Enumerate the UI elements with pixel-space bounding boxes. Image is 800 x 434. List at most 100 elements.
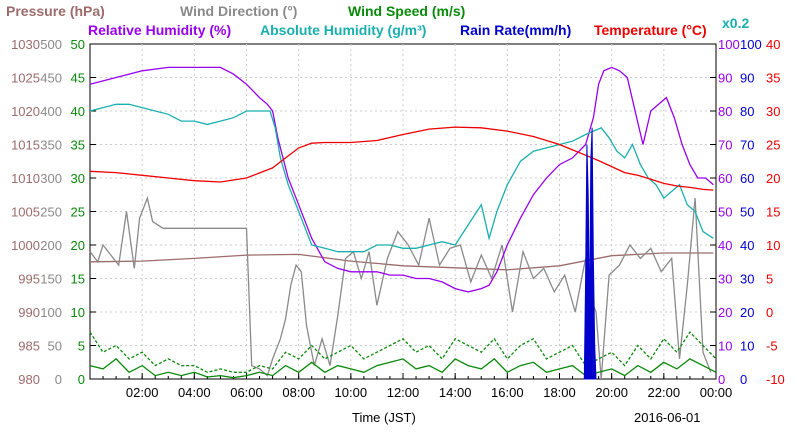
series-absolute-humidity — [89, 103, 714, 253]
title-relative-humidity: Relative Humidity (%) — [88, 22, 231, 38]
y-tick-label-pressure: 1005 — [11, 205, 40, 220]
y-tick-label-wind_direction: 450 — [40, 71, 62, 86]
y-tick-label-wind_direction: 500 — [40, 37, 62, 52]
y-tick-label-wind_speed: 15 — [71, 272, 85, 287]
y-tick-label-humidity: 40 — [718, 238, 732, 253]
x-axis-label: Time (JST) — [352, 410, 416, 425]
y-tick-label-pressure: 1030 — [11, 37, 40, 52]
series-wind-direction — [89, 195, 712, 380]
y-tick-label-wind_direction: 150 — [40, 272, 62, 287]
y-tick-label-temperature: 40 — [766, 37, 780, 52]
y-tick-label-pressure: 1025 — [11, 71, 40, 86]
y-tick-label-pressure: 985 — [18, 339, 40, 354]
series-rain-rate — [583, 127, 597, 380]
y-tick-label-pressure: 980 — [18, 372, 40, 387]
y-tick-label-temperature: 5 — [766, 272, 773, 287]
y-tick-label-pressure: 995 — [18, 272, 40, 287]
date-label: 2016-06-01 — [634, 410, 701, 425]
y-tick-label-temperature: 15 — [766, 205, 780, 220]
y-tick-label-temperature: 20 — [766, 171, 780, 186]
y-tick-label-humidity: 90 — [718, 71, 732, 86]
y-tick-label-wind_direction: 0 — [55, 372, 62, 387]
y-tick-label-wind_direction: 50 — [48, 339, 62, 354]
title-rain-rate: Rain Rate(mm/h) — [460, 22, 571, 38]
y-tick-label-wind_speed: 45 — [71, 71, 85, 86]
y-tick-label-rain: 30 — [740, 272, 754, 287]
y-tick-label-wind_direction: 350 — [40, 138, 62, 153]
x-axis-ticks: 02:00 04:00 06:00 08:00 10:00 12:00 14:00 16:00… — [89, 373, 733, 400]
y-tick-label-rain: 100 — [740, 37, 762, 52]
y-tick-label-wind_speed: 30 — [71, 171, 85, 186]
title-wind-speed: Wind Speed (m/s) — [348, 3, 465, 19]
x-tick-label: 04:00 — [178, 385, 211, 400]
y-tick-label-rain: 60 — [740, 171, 754, 186]
y-tick-label-wind_direction: 250 — [40, 205, 62, 220]
x-tick-label: 08:00 — [282, 385, 315, 400]
y-tick-label-temperature: -10 — [766, 372, 785, 387]
y-tick-label-humidity: 70 — [718, 138, 732, 153]
x-tick-label: 22:00 — [648, 385, 681, 400]
y-tick-label-wind_speed: 0 — [78, 372, 85, 387]
chart-title-row-1: Pressure (hPa) Wind Direction (°) Wind S… — [6, 3, 465, 19]
y-tick-label-wind_speed: 10 — [71, 305, 85, 320]
y-tick-label-rain: 90 — [740, 71, 754, 86]
y-tick-label-temperature: 35 — [766, 71, 780, 86]
y-tick-label-pressure: 990 — [18, 305, 40, 320]
title-pressure: Pressure (hPa) — [6, 3, 105, 19]
y-tick-label-pressure: 1000 — [11, 238, 40, 253]
x-tick-label: 14:00 — [439, 385, 472, 400]
series-wind-gust — [89, 331, 717, 373]
y-tick-label-rain: 50 — [740, 205, 754, 220]
chart-title-row-2: Relative Humidity (%) Absolute Humidity … — [88, 15, 749, 38]
y-tick-label-wind_speed: 40 — [71, 104, 85, 119]
x-tick-label: 02:00 — [126, 385, 159, 400]
y-tick-label-wind_direction: 200 — [40, 238, 62, 253]
y-tick-label-wind_speed: 50 — [71, 37, 85, 52]
title-temperature: Temperature (°C) — [594, 22, 707, 38]
y-tick-label-wind_direction: 400 — [40, 104, 62, 119]
series-layer — [89, 66, 717, 380]
series-relative-humidity — [89, 66, 714, 293]
series-wind-speed — [89, 358, 717, 379]
x-tick-label: 00:00 — [700, 385, 733, 400]
x-tick-label: 10:00 — [335, 385, 368, 400]
y-tick-label-temperature: 10 — [766, 238, 780, 253]
y-tick-label-temperature: -5 — [766, 339, 778, 354]
y-tick-label-humidity: 10 — [718, 339, 732, 354]
y-tick-label-wind_direction: 300 — [40, 171, 62, 186]
x-tick-label: 20:00 — [595, 385, 628, 400]
y-tick-label-humidity: 50 — [718, 205, 732, 220]
y-tick-label-pressure: 1010 — [11, 171, 40, 186]
y-tick-label-humidity: 20 — [718, 305, 732, 320]
series-temperature — [89, 126, 714, 191]
y-tick-label-humidity: 30 — [718, 272, 732, 287]
right-axes: 0102030405060708090100010203040506070809… — [710, 37, 785, 387]
y-tick-label-wind_speed: 25 — [71, 205, 85, 220]
y-tick-label-wind_direction: 100 — [40, 305, 62, 320]
y-tick-label-humidity: 100 — [718, 37, 740, 52]
y-tick-label-rain: 10 — [740, 339, 754, 354]
y-tick-label-rain: 80 — [740, 104, 754, 119]
y-tick-label-pressure: 1020 — [11, 104, 40, 119]
y-tick-label-rain: 0 — [740, 372, 747, 387]
title-absolute-humidity: Absolute Humidity (g/m³) — [260, 22, 426, 38]
y-tick-label-humidity: 0 — [718, 372, 725, 387]
y-tick-label-rain: 70 — [740, 138, 754, 153]
left-axes: 9809859909951000100510101015102010251030… — [11, 37, 96, 387]
grid — [90, 44, 716, 379]
x-tick-label: 16:00 — [491, 385, 524, 400]
y-tick-label-rain: 40 — [740, 238, 754, 253]
y-tick-label-wind_speed: 5 — [78, 339, 85, 354]
y-tick-label-pressure: 1015 — [11, 138, 40, 153]
x-tick-label: 18:00 — [543, 385, 576, 400]
y-tick-label-temperature: 30 — [766, 104, 780, 119]
y-tick-label-temperature: 25 — [766, 138, 780, 153]
x-tick-label: 12:00 — [387, 385, 420, 400]
y-tick-label-rain: 20 — [740, 305, 754, 320]
x-tick-label: 06:00 — [230, 385, 263, 400]
title-wind-direction: Wind Direction (°) — [180, 3, 297, 19]
title-x02: x0.2 — [722, 15, 749, 31]
y-tick-label-humidity: 80 — [718, 104, 732, 119]
y-tick-label-temperature: 0 — [766, 305, 773, 320]
